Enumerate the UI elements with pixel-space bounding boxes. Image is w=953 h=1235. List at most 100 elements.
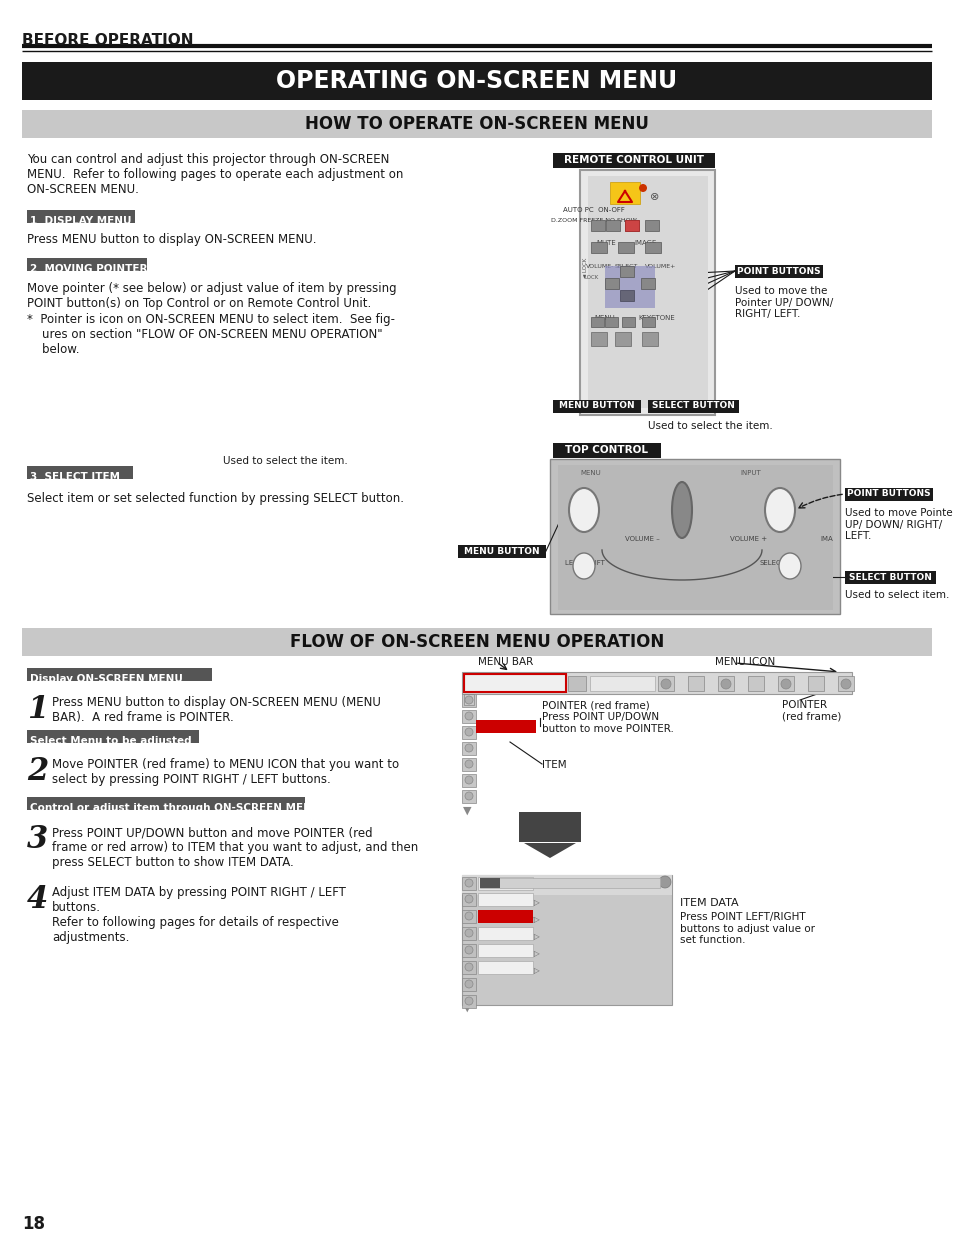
- Text: *  Pointer is icon on ON-SCREEN MENU to select item.  See fig-
    ures on secti: * Pointer is icon on ON-SCREEN MENU to s…: [27, 312, 395, 356]
- Text: MENU: MENU: [579, 471, 600, 475]
- Bar: [658, 676, 673, 692]
- Text: Move POINTER (red frame) to MENU ICON that you want to
select by pressing POINT : Move POINTER (red frame) to MENU ICON th…: [52, 758, 398, 785]
- Bar: [463, 674, 565, 692]
- Bar: [518, 811, 580, 842]
- Bar: [553, 153, 714, 168]
- Bar: [844, 571, 935, 584]
- Bar: [644, 242, 660, 253]
- Text: 32: 32: [498, 950, 510, 958]
- Text: Control or adjust item through ON-SCREEN MENU: Control or adjust item through ON-SCREEN…: [30, 803, 320, 813]
- Bar: [590, 332, 606, 346]
- Ellipse shape: [568, 488, 598, 532]
- Text: 32: 32: [498, 932, 510, 941]
- Circle shape: [660, 679, 670, 689]
- Text: ◁▷: ◁▷: [529, 967, 540, 976]
- Text: SVGA 1: SVGA 1: [605, 683, 639, 693]
- Text: Adjust ITEM DATA by pressing POINT RIGHT / LEFT
buttons.
Refer to following page: Adjust ITEM DATA by pressing POINT RIGHT…: [52, 885, 346, 944]
- Text: POINT BUTTONS: POINT BUTTONS: [737, 267, 820, 275]
- Circle shape: [464, 760, 473, 768]
- Text: MENU BUTTON: MENU BUTTON: [464, 547, 539, 556]
- Text: Used to move the
Pointer UP/ DOWN/
RIGHT/ LEFT.: Used to move the Pointer UP/ DOWN/ RIGHT…: [734, 287, 832, 319]
- Circle shape: [464, 792, 473, 800]
- Bar: [589, 676, 655, 692]
- Circle shape: [659, 876, 670, 888]
- Bar: [479, 878, 659, 888]
- Bar: [590, 242, 606, 253]
- Bar: [461, 876, 671, 895]
- Bar: [461, 893, 476, 906]
- Text: Press POINT UP/DOWN button and move POINTER (red
frame or red arrow) to ITEM tha: Press POINT UP/DOWN button and move POIN…: [52, 826, 417, 869]
- Bar: [461, 694, 476, 706]
- Text: ▼: ▼: [462, 1003, 471, 1013]
- Circle shape: [781, 679, 790, 689]
- Circle shape: [639, 184, 646, 191]
- Bar: [461, 876, 671, 1005]
- Text: ITEM: ITEM: [541, 760, 566, 769]
- Bar: [477, 961, 533, 974]
- Ellipse shape: [573, 553, 595, 579]
- Text: VOLUME –: VOLUME –: [624, 536, 659, 542]
- Bar: [590, 220, 604, 231]
- Bar: [461, 877, 476, 890]
- Text: REMOTE CONTROL UNIT: REMOTE CONTROL UNIT: [563, 156, 703, 165]
- Bar: [640, 278, 655, 289]
- Text: POINTER (red frame): POINTER (red frame): [541, 700, 649, 710]
- Text: VOLUME+: VOLUME+: [644, 264, 676, 269]
- Text: POINTER
(red frame): POINTER (red frame): [781, 700, 841, 721]
- Bar: [618, 242, 634, 253]
- Text: You can control and adjust this projector through ON-SCREEN
MENU.  Refer to foll: You can control and adjust this projecto…: [27, 153, 403, 196]
- Text: 18: 18: [22, 1215, 45, 1233]
- Bar: [461, 995, 476, 1008]
- Text: Press POINT UP/DOWN
button to move POINTER.: Press POINT UP/DOWN button to move POINT…: [541, 713, 673, 734]
- Text: ▼: ▼: [623, 293, 629, 299]
- Circle shape: [464, 929, 473, 937]
- Bar: [718, 676, 733, 692]
- Bar: [644, 220, 659, 231]
- Bar: [621, 317, 635, 327]
- Text: Image  Adjustment: Image Adjustment: [465, 683, 552, 693]
- Bar: [461, 944, 476, 957]
- Text: MENU ICON: MENU ICON: [714, 657, 775, 667]
- Circle shape: [464, 776, 473, 784]
- Bar: [461, 790, 476, 803]
- Text: MENU BUTTON: MENU BUTTON: [558, 401, 634, 410]
- Bar: [457, 545, 545, 558]
- Bar: [734, 266, 822, 278]
- Polygon shape: [523, 844, 576, 858]
- Bar: [27, 730, 199, 743]
- Bar: [747, 676, 763, 692]
- Bar: [461, 726, 476, 739]
- Text: MENU BAR: MENU BAR: [477, 657, 533, 667]
- Bar: [604, 266, 655, 308]
- Text: MUTE: MUTE: [596, 240, 615, 246]
- Bar: [641, 332, 658, 346]
- Text: Select Menu to be adjusted: Select Menu to be adjusted: [30, 736, 192, 746]
- Text: ITEM DATA: ITEM DATA: [679, 898, 738, 908]
- Bar: [609, 182, 639, 204]
- Bar: [553, 443, 660, 458]
- Text: 1  DISPLAY MENU: 1 DISPLAY MENU: [30, 216, 132, 226]
- Text: FLOW OF ON-SCREEN MENU OPERATION: FLOW OF ON-SCREEN MENU OPERATION: [290, 634, 663, 651]
- Circle shape: [464, 911, 473, 920]
- Bar: [27, 466, 132, 479]
- Bar: [461, 961, 476, 974]
- Circle shape: [464, 946, 473, 953]
- Circle shape: [464, 879, 473, 887]
- Bar: [550, 459, 840, 614]
- Text: ◁▷: ◁▷: [529, 932, 540, 941]
- Bar: [461, 742, 476, 755]
- Bar: [27, 258, 147, 270]
- Text: TOP CONTROL: TOP CONTROL: [565, 445, 648, 454]
- Bar: [624, 220, 639, 231]
- Text: LOCK: LOCK: [584, 275, 598, 280]
- Bar: [479, 878, 499, 888]
- Text: IMA: IMA: [820, 536, 832, 542]
- Text: 2: 2: [27, 756, 49, 787]
- Bar: [477, 877, 533, 890]
- Bar: [461, 710, 476, 722]
- Bar: [27, 210, 135, 224]
- Bar: [605, 220, 619, 231]
- Bar: [641, 317, 655, 327]
- Text: 3: 3: [27, 824, 49, 855]
- Text: ⊗: ⊗: [650, 191, 659, 203]
